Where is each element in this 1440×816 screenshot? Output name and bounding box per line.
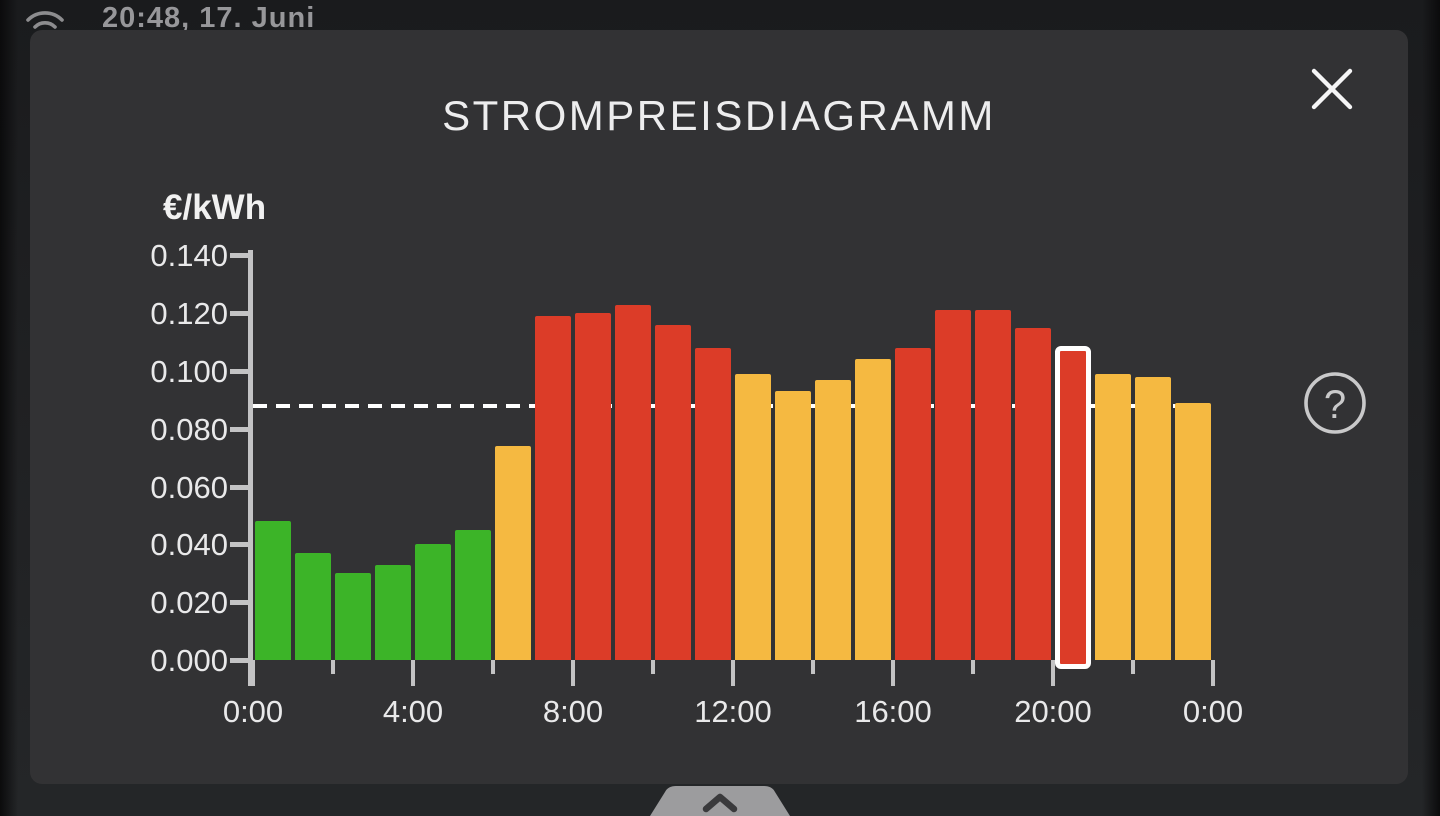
chevron-up-icon: [650, 786, 790, 816]
x-tick: [1131, 660, 1135, 674]
x-tick-label: 0:00: [222, 694, 284, 729]
y-tick: [230, 369, 249, 374]
price-bar: [895, 347, 931, 660]
y-tick: [230, 600, 249, 606]
x-tick: [1051, 660, 1055, 686]
y-tick: [230, 311, 249, 317]
y-tick-label: 0.040: [150, 527, 228, 563]
price-bar: [255, 521, 291, 660]
x-tick-label: 16:00: [854, 694, 932, 729]
price-bar: [335, 573, 371, 660]
x-tick-label: 20:00: [1014, 694, 1092, 729]
help-icon: ?: [1300, 372, 1370, 441]
x-tick-label: 8:00: [542, 694, 604, 729]
y-tick-label: 0.000: [150, 643, 228, 678]
price-bar: [975, 310, 1011, 660]
price-bar: [295, 553, 331, 660]
price-bar: [455, 529, 491, 660]
price-bar: [575, 313, 611, 660]
price-bar: [375, 564, 411, 660]
price-bar: [655, 324, 691, 660]
x-tick: [651, 660, 655, 674]
y-tick: [230, 484, 249, 490]
x-tick: [411, 660, 415, 686]
status-datetime: 20:48, 17. Juni: [102, 2, 316, 34]
x-tick: [491, 660, 495, 674]
y-tick: [230, 426, 249, 432]
y-tick-label: 0.060: [150, 469, 228, 505]
price-bar: [935, 310, 971, 660]
x-tick: [971, 660, 975, 674]
price-bar: [1135, 376, 1171, 660]
x-tick-label: 0:00: [1182, 694, 1244, 729]
x-tick: [891, 660, 895, 686]
price-bar: [415, 544, 451, 660]
price-bar: [855, 359, 891, 660]
x-tick: [731, 660, 735, 686]
x-tick: [571, 660, 575, 686]
y-tick-label: 0.140: [150, 238, 228, 274]
page-title: STROMPREISDIAGRAMM: [442, 92, 996, 139]
y-tick-label: 0.080: [150, 411, 228, 447]
x-tick-label: 4:00: [382, 694, 444, 729]
price-bar: [695, 347, 731, 660]
price-bar: [1175, 402, 1211, 660]
price-bar: [735, 373, 771, 660]
y-tick: [230, 253, 249, 259]
y-tick: [230, 542, 249, 548]
svg-text:?: ?: [1324, 383, 1346, 427]
y-tick: [230, 658, 249, 663]
price-bar: [495, 446, 531, 660]
average-price-line: [253, 403, 1213, 408]
price-bar: [815, 379, 851, 660]
price-bar: [1095, 373, 1131, 660]
x-tick: [811, 660, 815, 674]
y-axis-unit-label: €/kWh: [163, 188, 267, 227]
x-tick-label: 12:00: [694, 694, 772, 729]
y-tick-label: 0.100: [150, 354, 228, 389]
x-tick: [1211, 660, 1215, 686]
price-bar: [615, 304, 651, 660]
x-tick: [331, 660, 335, 674]
y-tick-label: 0.120: [150, 296, 228, 332]
help-button[interactable]: ?: [1300, 368, 1370, 438]
pull-up-handle[interactable]: [650, 783, 790, 816]
current-hour-bar: [1055, 345, 1091, 669]
y-axis-line: [248, 250, 253, 686]
price-bar: [1015, 327, 1051, 660]
x-tick: [251, 660, 255, 686]
price-bar: [535, 316, 571, 660]
close-icon: [1304, 68, 1360, 120]
y-tick-label: 0.020: [150, 585, 228, 621]
close-button[interactable]: [1294, 52, 1370, 128]
price-bar: [775, 391, 811, 660]
